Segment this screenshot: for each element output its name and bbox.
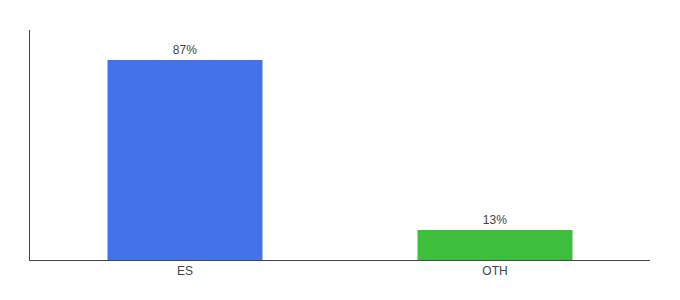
svg-text:OTH: OTH bbox=[482, 264, 507, 278]
svg-text:13%: 13% bbox=[483, 213, 507, 227]
svg-text:87%: 87% bbox=[173, 43, 197, 57]
svg-text:ES: ES bbox=[177, 264, 193, 278]
